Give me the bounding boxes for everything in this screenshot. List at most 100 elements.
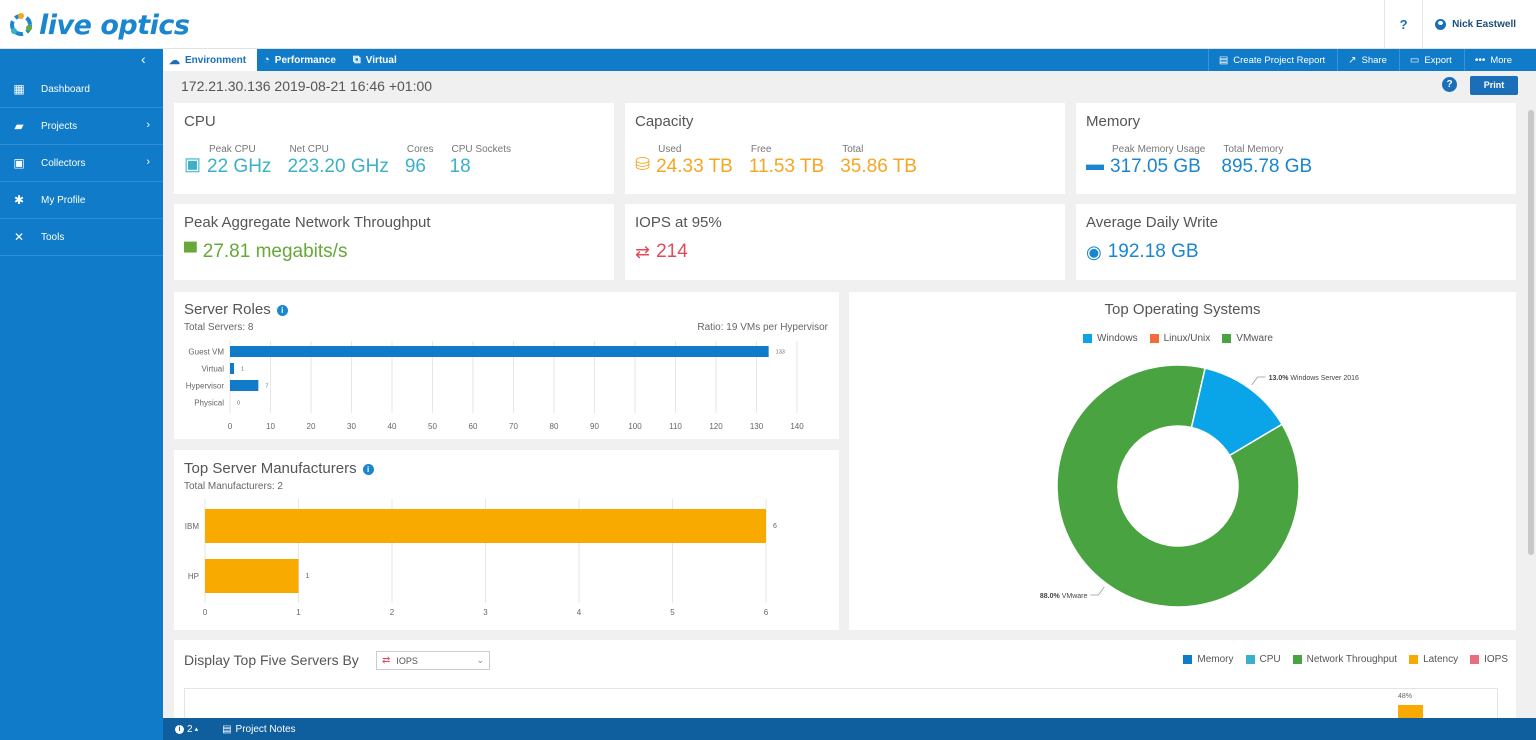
print-button[interactable]: Print xyxy=(1470,76,1518,95)
action-label: Share xyxy=(1361,54,1387,66)
legend-item-vmware[interactable]: VMware xyxy=(1222,333,1273,344)
logo-text: live optics xyxy=(39,9,190,41)
info-icon[interactable]: i xyxy=(362,464,374,475)
metric-label: Peak CPU xyxy=(209,144,256,155)
metric-label: Peak Memory Usage xyxy=(1112,144,1206,155)
legend-label: CPU xyxy=(1259,654,1281,665)
metric-label: Net CPU xyxy=(289,144,329,155)
help-button[interactable]: ? xyxy=(1384,0,1422,49)
notifications-button[interactable]: i 2 ▴ xyxy=(175,724,198,735)
sidebar: ▦ Dashboard ▰ Projects › ▣ Collectors › … xyxy=(0,71,163,740)
notification-count: 2 xyxy=(187,723,193,735)
dashboard-icon: ▦ xyxy=(13,82,25,96)
database-icon: ⛁ xyxy=(635,154,651,174)
latency-bar[interactable] xyxy=(1398,705,1423,719)
sidebar-item-collectors[interactable]: ▣ Collectors › xyxy=(0,145,163,182)
legend-label: IOPS xyxy=(1484,654,1508,665)
project-notes-button[interactable]: ▤ Project Notes xyxy=(222,724,295,735)
legend-swatch xyxy=(1245,655,1255,664)
x-tick-label: 100 xyxy=(628,422,642,431)
legend-label: Memory xyxy=(1197,654,1234,665)
legend-swatch xyxy=(1409,655,1419,664)
card-title: Memory xyxy=(1086,113,1141,130)
create-report-button[interactable]: ▤ Create Project Report xyxy=(1207,49,1337,71)
slice-windows-server-2016 xyxy=(1190,367,1284,457)
sidebar-item-label: Collectors xyxy=(41,157,86,169)
bar-virtual xyxy=(230,363,235,374)
bar-hp xyxy=(205,559,299,593)
metric-total: Total 35.86 TB xyxy=(840,144,917,178)
daily-write-card: Average Daily Write ◉ 192.18 GB xyxy=(1076,204,1516,280)
legend-item-cpu[interactable]: CPU xyxy=(1245,654,1281,665)
info-icon[interactable]: i xyxy=(276,305,288,316)
top-five-chart-area: 48% xyxy=(184,688,1498,719)
chart-subtitle: Total Servers: 8 xyxy=(184,322,254,333)
metric-label: Free xyxy=(750,144,772,155)
legend-item-network[interactable]: Network Throughput xyxy=(1292,654,1397,665)
legend-item-latency[interactable]: Latency xyxy=(1409,654,1458,665)
data-label: 1 xyxy=(306,573,310,580)
metric-cpu-sockets: CPU Sockets 18 xyxy=(450,144,511,178)
tab-performance[interactable]: ◔ Performance xyxy=(257,49,347,71)
metric-value: 895.78 GB xyxy=(1221,156,1313,177)
bar-hypervisor xyxy=(230,380,259,391)
sidebar-item-my-profile[interactable]: ✱ My Profile xyxy=(0,182,163,219)
manufacturers-card: Top Server Manufacturers i Total Manufact… xyxy=(174,450,839,630)
x-tick-label: 60 xyxy=(469,422,478,431)
metric-cores: Cores 96 xyxy=(405,144,434,178)
user-menu[interactable]: Nick Eastwell xyxy=(1422,0,1536,49)
sidebar-item-dashboard[interactable]: ▦ Dashboard xyxy=(0,71,163,108)
metric-used: Used 24.33 TB xyxy=(656,144,733,178)
scrollbar[interactable] xyxy=(1528,110,1534,555)
legend-item-windows[interactable]: Windows xyxy=(1083,333,1138,344)
legend-item-iops[interactable]: IOPS xyxy=(1470,654,1508,665)
legend-swatch xyxy=(1183,655,1193,664)
folder-icon: ▰ xyxy=(14,119,24,133)
x-tick-label: 140 xyxy=(790,422,804,431)
disk-write-icon: ◉ xyxy=(1086,241,1102,262)
metric-value: 214 xyxy=(656,241,688,262)
legend-swatch xyxy=(1470,655,1480,664)
slice-label: 88.0% VMware xyxy=(1040,593,1088,600)
action-label: Export xyxy=(1424,54,1452,66)
collector-icon: ▣ xyxy=(13,156,25,170)
bar-value-label: 48% xyxy=(1398,693,1413,700)
more-button[interactable]: ••• More xyxy=(1463,49,1536,71)
legend-item-memory[interactable]: Memory xyxy=(1183,654,1234,665)
logo[interactable]: live optics xyxy=(8,7,190,43)
x-tick-label: 6 xyxy=(764,608,769,617)
top-header: live optics ? Nick Eastwell xyxy=(0,0,1536,49)
x-tick-label: 4 xyxy=(577,608,582,617)
x-tick-label: 5 xyxy=(670,608,675,617)
collapse-sidebar-icon[interactable]: ‹ xyxy=(141,51,146,67)
sidebar-item-tools[interactable]: ✕ Tools xyxy=(0,219,163,256)
metric-value: 35.86 TB xyxy=(840,156,917,177)
os-card: Top Operating Systems Windows Linux/Unix… xyxy=(849,292,1516,630)
share-button[interactable]: ↗ Share xyxy=(1337,49,1399,71)
legend-swatch xyxy=(1292,655,1302,664)
x-tick-label: 70 xyxy=(509,422,518,431)
help-icon[interactable]: ? xyxy=(1442,77,1457,92)
tab-virtual[interactable]: ⧉ Virtual xyxy=(347,49,408,71)
x-tick-label: 10 xyxy=(266,422,275,431)
legend-item-linux[interactable]: Linux/Unix xyxy=(1149,333,1210,344)
tab-environment[interactable]: ☁ Environment xyxy=(163,49,258,71)
card-title: CPU xyxy=(184,113,216,130)
legend-swatch xyxy=(1149,334,1159,343)
iops-card: IOPS at 95% ⇄ 214 xyxy=(625,204,1065,280)
export-button[interactable]: ▭ Export xyxy=(1398,49,1464,71)
os-donut-chart: 88.0% VMware 13.0% Windows Server 2016 xyxy=(1040,364,1359,608)
metric-value: 223.20 GHz xyxy=(287,156,389,177)
data-label: 6 xyxy=(773,523,777,530)
top-five-metric-select[interactable]: ⇄ IOPS ⌄ xyxy=(376,651,490,670)
action-label: Create Project Report xyxy=(1233,54,1326,66)
label-leader xyxy=(1090,586,1105,596)
server-roles-chart: 0 10 20 30 40 50 60 70 80 90 100 110 120 130 140Guest … xyxy=(186,341,804,431)
x-tick-label: 3 xyxy=(483,608,488,617)
chart-title: Top Operating Systems xyxy=(1104,301,1261,318)
metric-peak-memory: Peak Memory Usage 317.05 GB xyxy=(1110,144,1205,178)
exchange-arrows-icon: ⇄ xyxy=(382,655,391,666)
chevron-down-icon: ⌄ xyxy=(476,655,484,665)
sidebar-item-projects[interactable]: ▰ Projects › xyxy=(0,108,163,145)
metric-label: CPU Sockets xyxy=(451,144,511,155)
